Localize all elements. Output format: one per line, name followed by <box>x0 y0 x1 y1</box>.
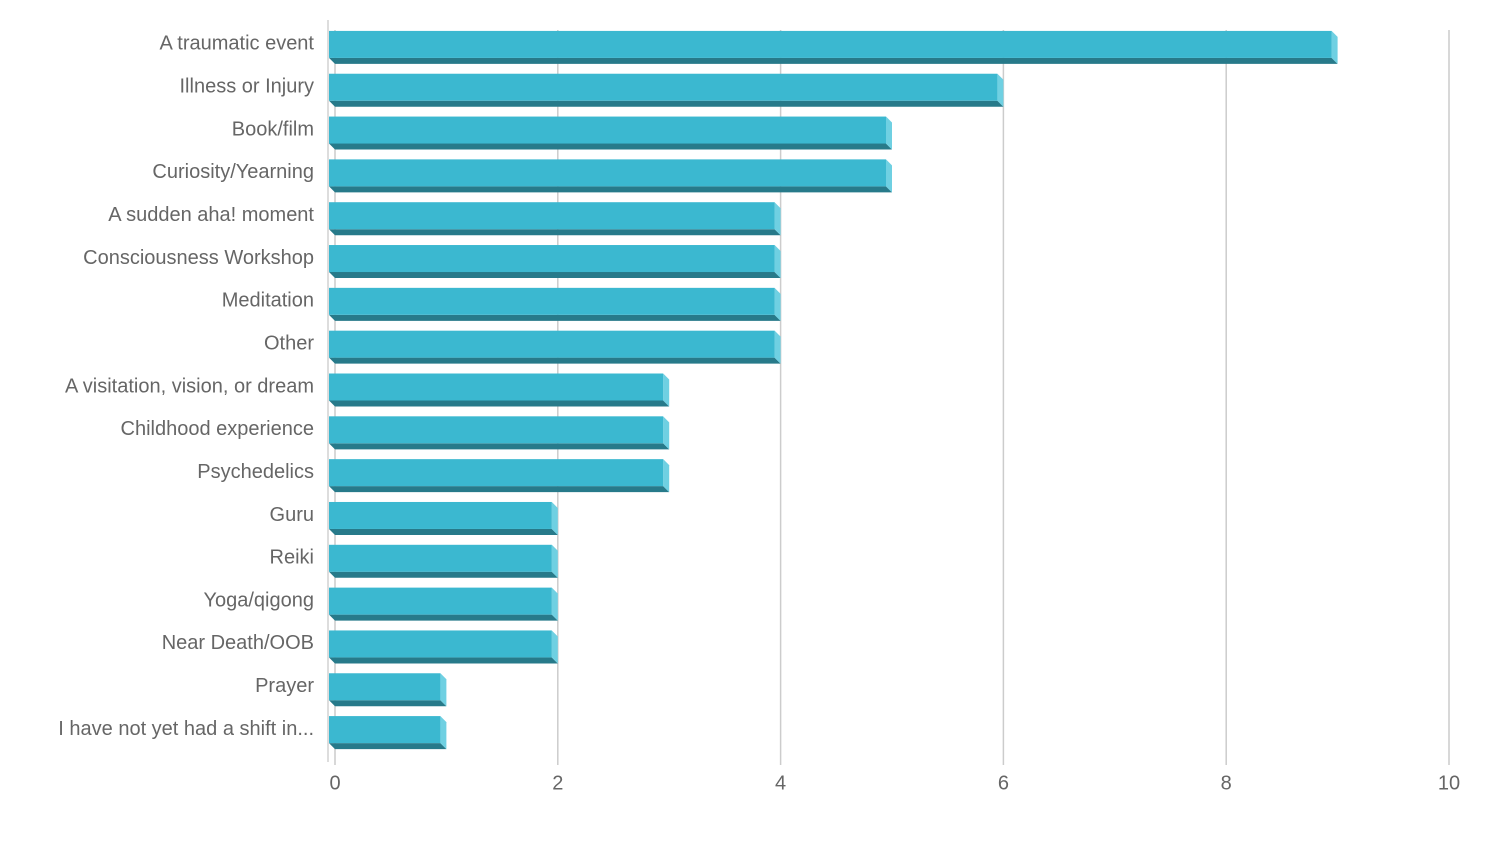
bar-front-face <box>329 416 664 444</box>
bar <box>329 73 1004 107</box>
bar <box>329 544 558 578</box>
bar <box>329 501 558 535</box>
bar-side-face <box>551 630 558 664</box>
bar-side-face <box>774 330 781 364</box>
bar-bottom-face <box>329 314 781 321</box>
bar-front-face <box>329 245 775 273</box>
bar-bottom-face <box>329 57 1338 64</box>
bar-bottom-face <box>329 700 447 707</box>
bar-front-face <box>329 587 552 615</box>
bar-bottom-face <box>329 528 558 535</box>
bar-side-face <box>774 245 781 279</box>
y-tick-label: Curiosity/Yearning <box>152 161 314 183</box>
bar-side-face <box>663 373 670 407</box>
bar <box>329 245 781 279</box>
bar-bottom-face <box>329 272 781 279</box>
y-tick-label: Prayer <box>255 675 314 697</box>
bar <box>329 116 892 150</box>
y-tick-label: I have not yet had a shift in... <box>58 718 314 740</box>
bar-bottom-face <box>329 443 670 450</box>
y-tick-label: Meditation <box>222 290 314 312</box>
bar-front-face <box>329 673 441 701</box>
bar-side-face <box>440 716 447 750</box>
bar-side-face <box>774 202 781 236</box>
bar-front-face <box>329 373 664 401</box>
bar-side-face <box>551 544 558 578</box>
bar-bottom-face <box>329 400 670 407</box>
bar-front-face <box>329 202 775 230</box>
bar-bottom-face <box>329 100 1004 107</box>
bar <box>329 287 781 321</box>
bar-bottom-face <box>329 486 670 493</box>
bar <box>329 159 892 193</box>
bar-front-face <box>329 30 1332 58</box>
bar-side-face <box>663 459 670 493</box>
bar-bottom-face <box>329 229 781 236</box>
bar-side-face <box>886 159 892 193</box>
bar-side-face <box>551 501 558 535</box>
bar-bottom-face <box>329 614 558 621</box>
y-tick-label: Book/film <box>232 118 314 140</box>
y-tick-label: Illness or Injury <box>180 76 315 98</box>
x-tick-label: 6 <box>998 772 1009 794</box>
y-tick-label: Psychedelics <box>197 461 314 483</box>
bar-front-face <box>329 73 998 101</box>
bar-front-face <box>329 544 552 572</box>
y-tick-label: Other <box>264 332 314 354</box>
bar-front-face <box>329 630 552 658</box>
y-tick-label: Reiki <box>270 547 314 569</box>
bar-front-face <box>329 716 441 744</box>
bar-front-face <box>329 330 775 358</box>
bar-side-face <box>663 416 670 450</box>
bar-side-face <box>1331 30 1338 64</box>
bar <box>329 202 781 236</box>
y-tick-label: A visitation, vision, or dream <box>65 375 314 397</box>
bar-bottom-face <box>329 571 558 578</box>
bar <box>329 373 670 407</box>
bar <box>329 459 670 493</box>
bar-bottom-face <box>329 143 892 150</box>
bar <box>329 330 781 364</box>
bar <box>329 630 558 664</box>
bar-bottom-face <box>329 357 781 364</box>
y-tick-label: Near Death/OOB <box>162 632 314 654</box>
bar-front-face <box>329 459 664 487</box>
y-tick-label: A traumatic event <box>159 33 314 55</box>
bar-front-face <box>329 159 886 187</box>
bar-bottom-face <box>329 743 447 750</box>
bar-side-face <box>551 587 558 621</box>
bar-bottom-face <box>329 186 892 193</box>
bar <box>329 673 447 707</box>
bar-side-face <box>774 287 781 321</box>
bar-bottom-face <box>329 657 558 664</box>
bar-front-face <box>329 501 552 529</box>
bar <box>329 716 447 750</box>
x-tick-label: 8 <box>1221 772 1232 794</box>
bar <box>329 30 1338 64</box>
y-tick-label: Guru <box>270 504 314 526</box>
x-tick-label: 4 <box>775 772 786 794</box>
x-tick-label: 0 <box>329 772 340 794</box>
bar-front-face <box>329 116 886 144</box>
bar <box>329 416 670 450</box>
y-tick-label: Yoga/qigong <box>204 589 315 611</box>
x-tick-label: 10 <box>1438 772 1460 794</box>
bar <box>329 587 558 621</box>
y-tick-label: Childhood experience <box>121 418 314 440</box>
bar-side-face <box>440 673 447 707</box>
y-tick-label: Consciousness Workshop <box>83 247 314 269</box>
y-tick-label: A sudden aha! moment <box>108 204 314 226</box>
x-tick-label: 2 <box>552 772 563 794</box>
bar-side-face <box>886 116 892 150</box>
bar-front-face <box>329 287 775 315</box>
bar-side-face <box>997 73 1004 107</box>
